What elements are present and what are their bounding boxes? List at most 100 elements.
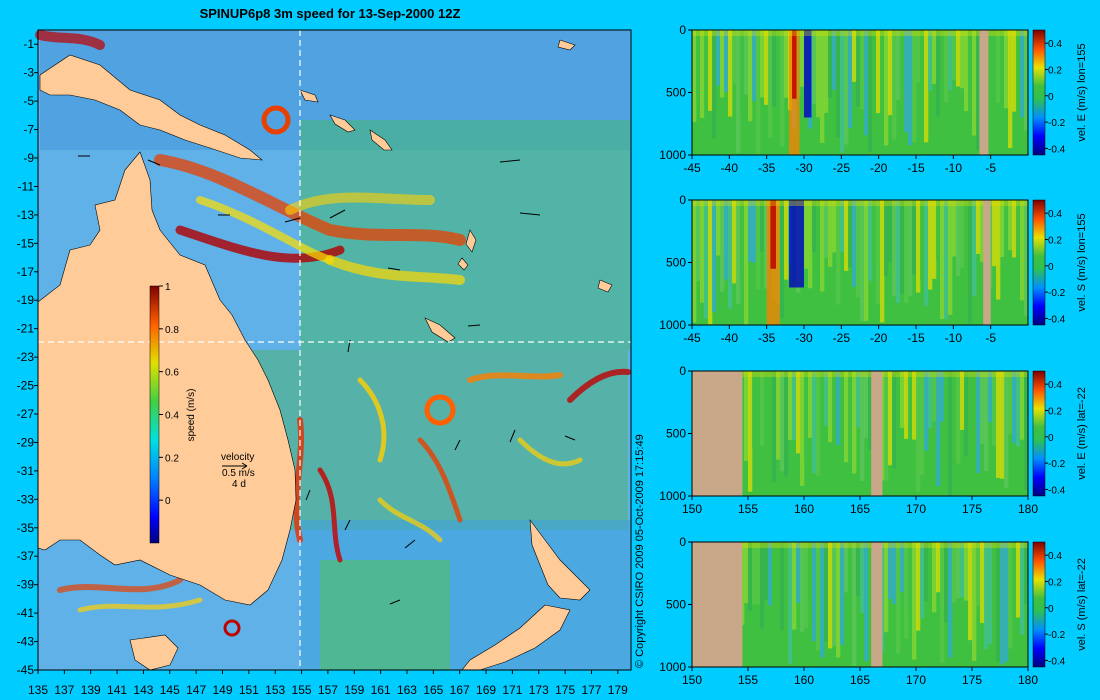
- section-streak: [1004, 200, 1009, 287]
- section-streak: [972, 371, 977, 464]
- section-colorbar-tick-label: 0.2: [1048, 65, 1062, 76]
- section-streak: [920, 30, 925, 82]
- section-streak: [704, 30, 709, 146]
- section-streak: [852, 371, 857, 474]
- map-y-tick-label: -7: [23, 123, 34, 137]
- section-streak: [928, 30, 933, 91]
- map-y-tick-label: -33: [17, 492, 35, 506]
- section-streak: [996, 200, 1001, 300]
- section-streak: [976, 30, 981, 150]
- speed-colorbar: 1 0.8 0.6 0.4 0.2 0 speed (m/s): [149, 282, 197, 544]
- land-tasmania: [129, 634, 179, 671]
- section-streak: [812, 542, 817, 642]
- section-streak: [868, 30, 873, 152]
- map-x-tick-label: 151: [239, 683, 259, 697]
- section-streak: [788, 371, 793, 440]
- section-surface-band: [692, 371, 1028, 377]
- section-x-tick-label: 165: [850, 502, 870, 516]
- section-streak: [816, 542, 821, 652]
- section-streak: [848, 200, 853, 268]
- section-streak: [980, 371, 985, 444]
- section-streak: [892, 30, 897, 140]
- section-streak: [920, 200, 925, 280]
- section-streak: [1000, 371, 1005, 479]
- section-streak: [720, 30, 725, 98]
- section-streak: [908, 371, 913, 495]
- section-streak: [720, 200, 725, 292]
- section-streak: [1020, 200, 1025, 301]
- section-streak: [896, 30, 901, 100]
- section-streak: [952, 542, 957, 603]
- section-streak: [876, 200, 881, 305]
- section-streak: [928, 542, 933, 606]
- velocity-arrows: [78, 155, 576, 605]
- section-streak: [780, 371, 785, 472]
- section-streak: [1024, 371, 1029, 491]
- section-x-tick-label: -25: [833, 161, 851, 175]
- section-colorbar-tick-label: -0.2: [1048, 288, 1066, 299]
- section-streak: [1012, 30, 1017, 112]
- section-streak: [752, 200, 757, 263]
- section-streak: [840, 200, 845, 253]
- map-y-tick-label: -11: [18, 179, 35, 193]
- section-streak: [960, 200, 965, 269]
- section-streak: [848, 371, 853, 480]
- section-streak: [992, 30, 997, 86]
- map-x-tick-label: 163: [397, 683, 417, 697]
- section-streak: [700, 200, 705, 303]
- section-streak: [856, 30, 861, 107]
- section-streak: [920, 542, 925, 619]
- section-streak: [888, 542, 893, 600]
- section-streak: [916, 542, 921, 631]
- section-streak: [752, 371, 757, 448]
- map-speed-patches: [38, 30, 630, 670]
- map-x-tick-label: 137: [54, 683, 74, 697]
- section-x-tick-label: -15: [907, 331, 925, 345]
- section-streak: [1020, 542, 1025, 635]
- section-panel-2: -45 -40 -35 -30 -25 -20 -15 -10 -5 0 500 1000 0.4 0.2…: [659, 193, 1088, 345]
- section-streak: [876, 30, 881, 114]
- section-streak: [816, 30, 821, 118]
- section-streak: [1020, 371, 1025, 440]
- section-streak: [948, 30, 953, 91]
- section-x-tick-label: -20: [870, 161, 888, 175]
- section-streak: [864, 30, 869, 136]
- section-x-tick-label: 160: [794, 673, 814, 687]
- section-streak: [760, 371, 765, 446]
- section-colorbar-tick-label: 0: [1048, 92, 1054, 103]
- speed-colorbar-tick-label: 0.4: [165, 411, 179, 422]
- section-streak: [1008, 30, 1013, 148]
- section-colorbar-tick-label: 0.2: [1048, 577, 1062, 588]
- section-streak: [968, 200, 973, 324]
- speed-colorbar-ticks: 1 0.8 0.6 0.4 0.2 0: [159, 282, 179, 507]
- section-streak: [820, 30, 825, 143]
- map-y-tick-label: -3: [23, 66, 34, 80]
- section-streak: [944, 200, 949, 320]
- map-x-tick-label: 171: [502, 683, 522, 697]
- section-streak: [700, 30, 705, 118]
- speed-colorbar-bar: [149, 285, 160, 544]
- section-streak: [980, 542, 985, 624]
- section-streak: [856, 371, 861, 428]
- map-y-tick-label: -35: [17, 521, 35, 535]
- section-streak: [932, 542, 937, 613]
- section-y-tick-label: 1000: [659, 318, 686, 332]
- section-y-tick-label: 500: [666, 427, 686, 441]
- section-streak: [748, 30, 753, 122]
- map-y-axis: -1 -3 -5 -7 -9 -11 -13 -15 -17 -19 -21 -23 -25 -27 -29…: [17, 37, 38, 677]
- section-streak: [888, 30, 893, 116]
- section-streak: [952, 200, 957, 257]
- section-streak: [896, 371, 901, 455]
- section-streak: [824, 371, 829, 427]
- map-y-tick-label: -5: [23, 94, 34, 108]
- section-streak: [768, 371, 773, 452]
- section-x-tick-label: -35: [758, 161, 776, 175]
- section-streak: [932, 200, 937, 279]
- section-streak: [984, 542, 989, 650]
- section-streak: [1000, 30, 1005, 126]
- section-x-tick-label: -45: [683, 331, 701, 345]
- section-x-tick-label: -40: [721, 161, 739, 175]
- section-streak: [884, 30, 889, 146]
- section-streak: [828, 371, 833, 443]
- section-streak: [828, 30, 833, 98]
